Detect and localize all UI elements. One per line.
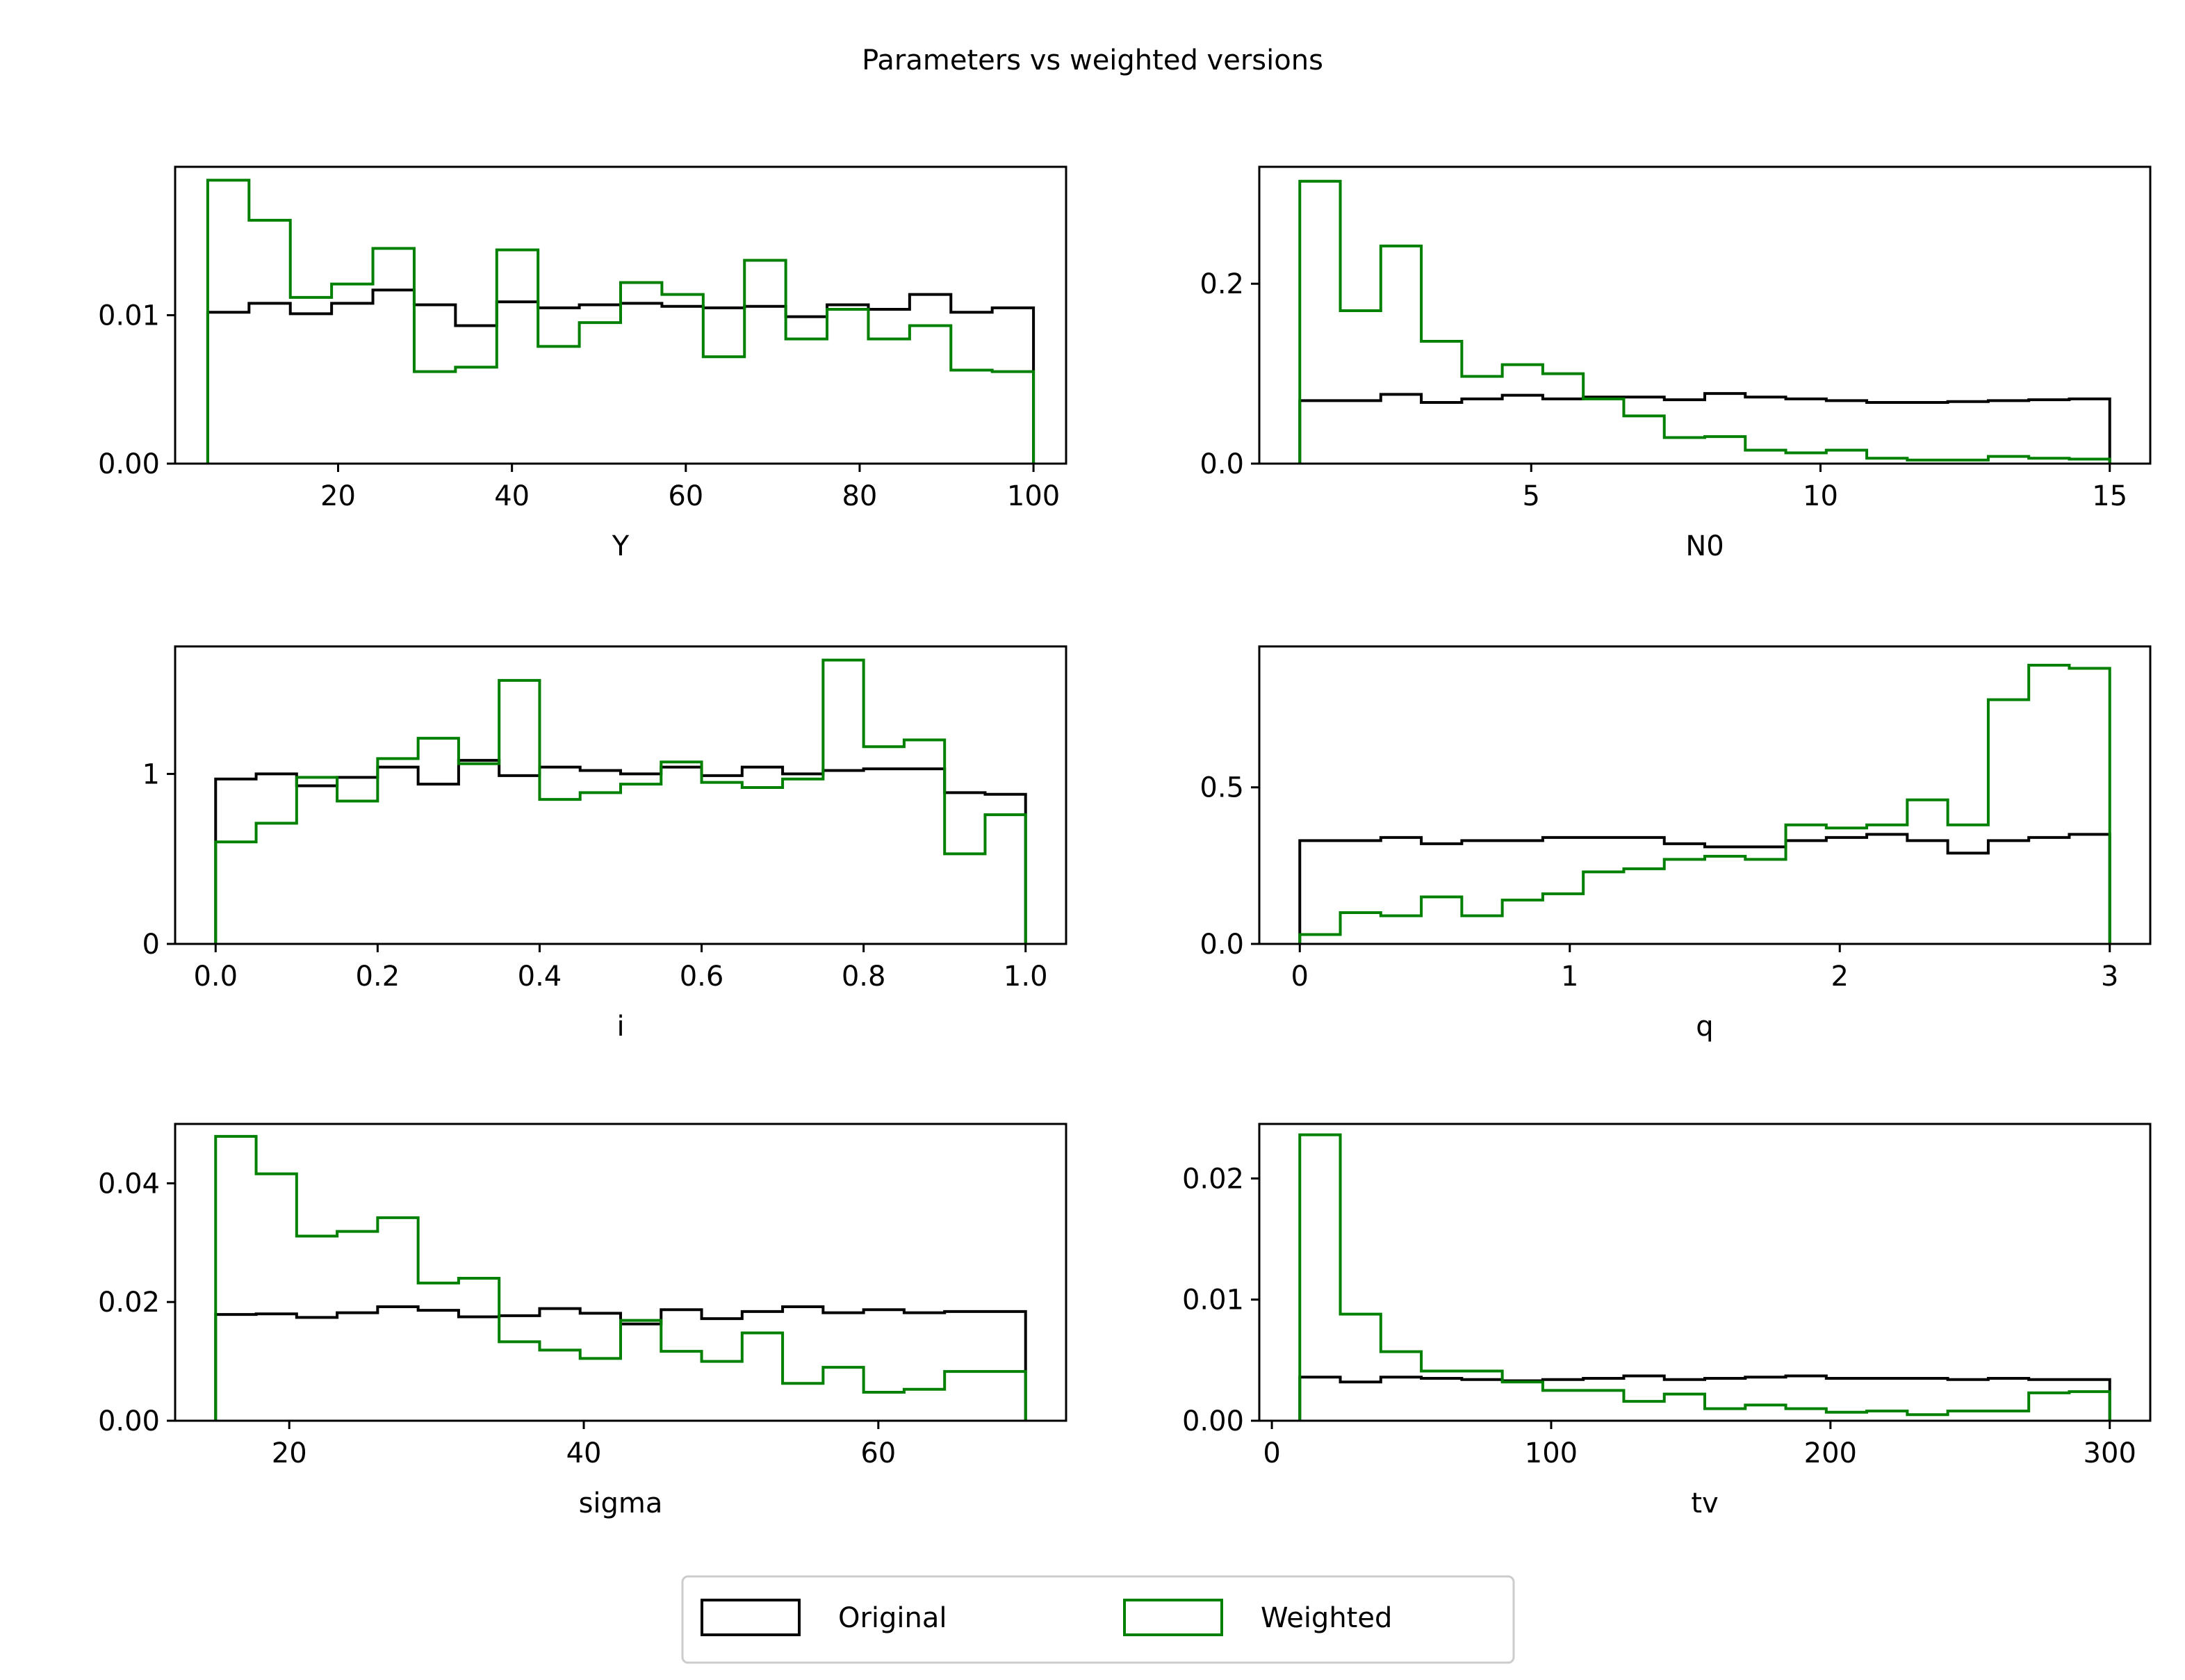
subplot-Y: 20 40 60 80 100 0.00 0.01 Y [98,165,1067,562]
y-tick-label: 1 [142,758,160,790]
x-tick-label: 0 [1291,961,1309,993]
series-original-step [1298,392,2111,464]
axes-frame [1258,645,2152,945]
legend-frame [681,1575,1515,1664]
y-tick-label: 0.0 [1200,448,1244,480]
series-weighted-step [214,1134,1027,1421]
x-axis-label: i [616,1011,624,1043]
subplot-tv: 0 100 200 300 0.00 0.01 0.02 tv [1182,1123,2152,1519]
legend-item-weighted: Weighted [1123,1599,1392,1636]
x-tick-label: 20 [320,480,356,512]
y-tick-label: 0.02 [1182,1163,1244,1195]
y-tick-label: 0.5 [1200,772,1244,804]
subplot-i: 0.0 0.2 0.4 0.6 0.8 1.0 0 1 i [142,645,1067,1043]
series-original-step [1298,1374,2111,1421]
x-tick-label: 0.2 [356,961,400,993]
x-tick-label: 15 [2092,480,2127,512]
y-tick-label: 0.01 [1182,1285,1244,1316]
y-tick-label: 0.00 [98,1405,160,1437]
y-tick-label: 0.02 [98,1287,160,1319]
x-tick-label: 40 [494,480,530,512]
series-original-step [1298,833,2111,944]
y-tick-label: 0.01 [98,300,160,332]
x-tick-label: 200 [1804,1437,1857,1469]
legend-item-original: Original [701,1599,947,1636]
x-tick-label: 10 [1803,480,1838,512]
x-tick-label: 1 [1561,961,1578,993]
figure-title: Parameters vs weighted versions [862,44,1323,76]
x-tick-label: 80 [842,480,877,512]
y-tick-label: 0.00 [98,448,160,480]
series-weighted-step [206,179,1036,464]
x-axis-label: sigma [579,1487,663,1519]
x-axis-label: Y [612,530,630,562]
x-tick-label: 0 [1263,1437,1280,1469]
x-tick-label: 60 [668,480,703,512]
y-tick-label: 0.00 [1182,1405,1244,1437]
subplot-sigma: 20 40 60 0.00 0.02 0.04 sigma [98,1123,1067,1519]
series-weighted-step [1298,1133,2111,1421]
x-tick-label: 1.0 [1004,961,1048,993]
x-axis-label: N0 [1685,530,1724,562]
x-tick-label: 3 [2101,961,2118,993]
x-tick-label: 2 [1831,961,1849,993]
x-tick-label: 0.8 [842,961,886,993]
axes-frame [174,645,1067,945]
x-axis-label: q [1696,1011,1713,1043]
subplot-N0: 5 10 15 0.0 0.2 N0 [1200,165,2152,562]
legend-label: Weighted [1261,1602,1392,1634]
x-axis-label: tv [1691,1487,1718,1519]
y-tick-label: 0.0 [1200,929,1244,961]
y-tick-label: 0 [142,929,160,961]
x-tick-label: 100 [1007,480,1060,512]
series-original-step [214,1305,1027,1421]
x-tick-label: 300 [2084,1437,2136,1469]
y-tick-label: 0.2 [1200,268,1244,300]
axes-frame [1258,165,2152,465]
x-tick-label: 60 [860,1437,896,1469]
axes-frame [1258,1123,2152,1422]
series-weighted-step [1298,664,2111,944]
subplot-q: 0 1 2 3 0.0 0.5 q [1200,645,2152,1043]
series-weighted-step [214,658,1027,944]
x-tick-label: 5 [1523,480,1540,512]
legend-swatch [1123,1599,1223,1636]
y-tick-label: 0.04 [98,1168,160,1200]
legend-swatch [701,1599,801,1636]
legend-label: Original [838,1602,947,1634]
series-weighted-step [1298,179,2111,464]
legend: Original Weighted [681,1575,1515,1664]
x-tick-label: 40 [566,1437,602,1469]
x-tick-label: 0.6 [680,961,724,993]
x-tick-label: 100 [1525,1437,1578,1469]
x-tick-label: 20 [272,1437,307,1469]
axes-frame [174,1123,1067,1422]
x-tick-label: 0.4 [518,961,562,993]
x-tick-label: 0.0 [193,961,238,993]
